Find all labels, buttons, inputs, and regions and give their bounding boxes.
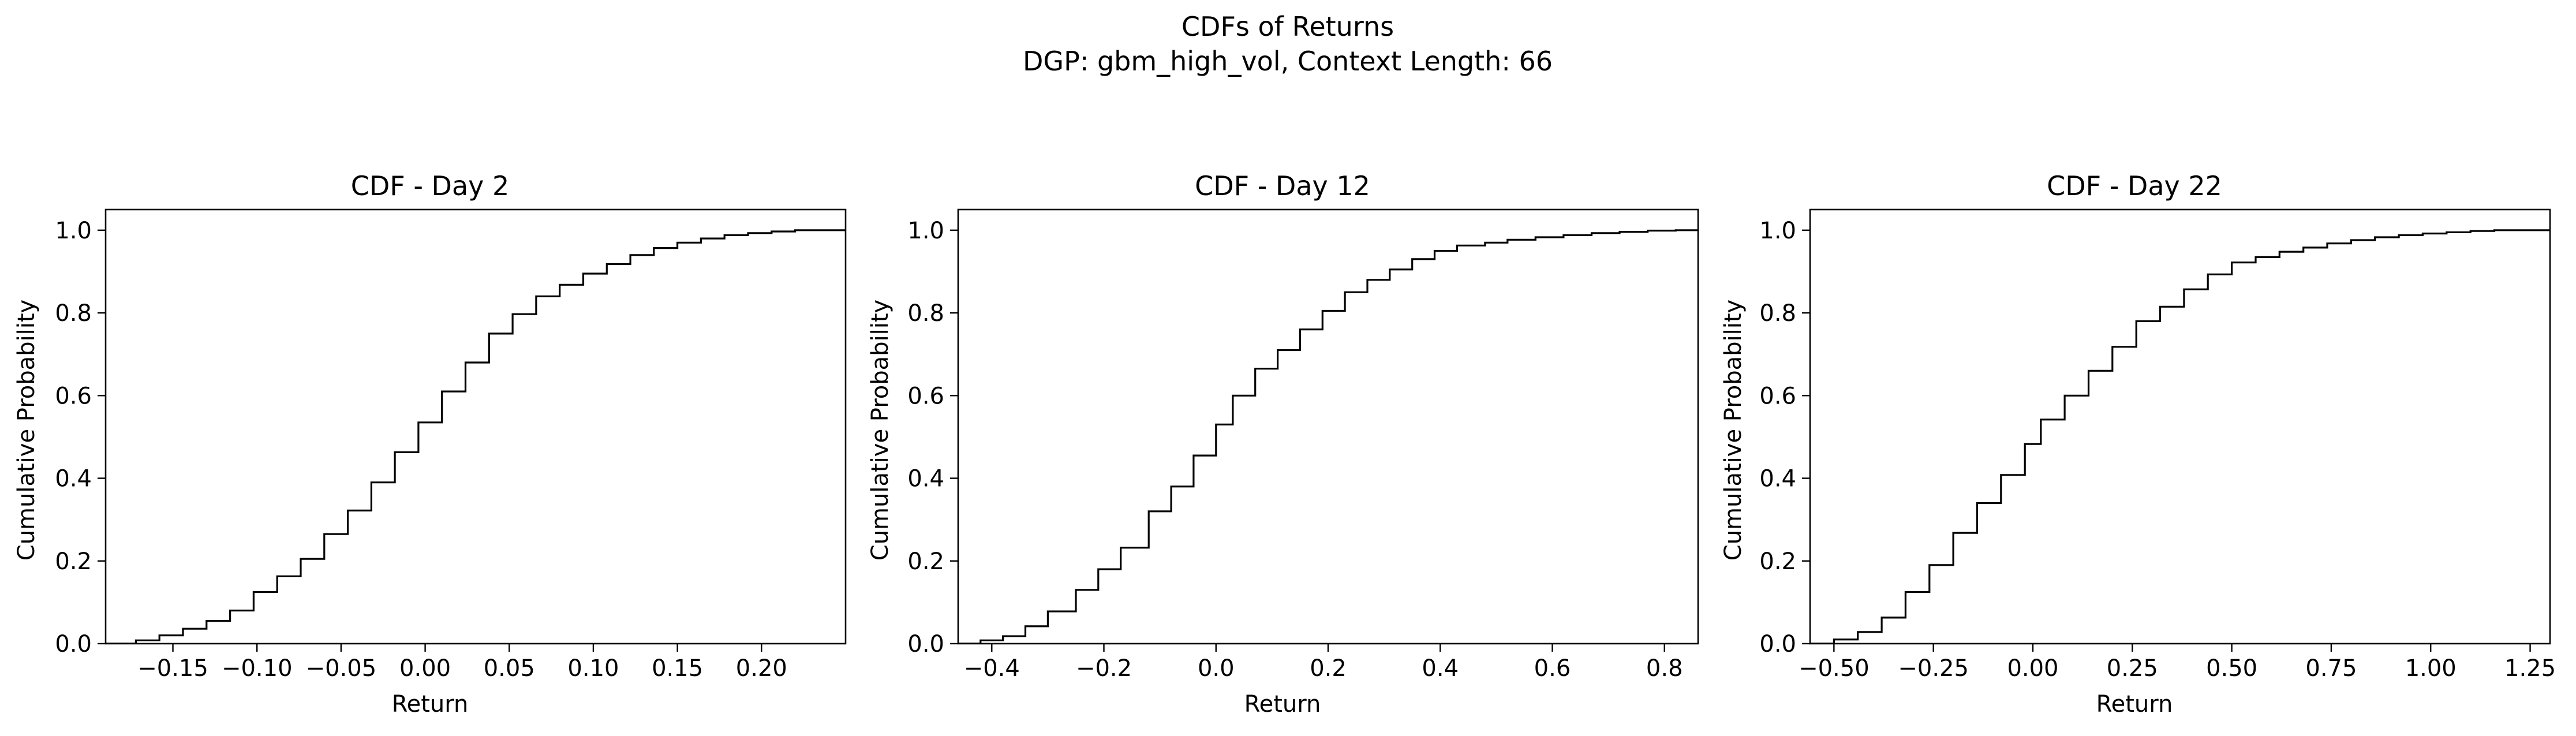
x-tick-label: 0.05 — [484, 655, 535, 682]
panel-title: CDF - Day 22 — [2047, 170, 2222, 201]
x-tick-label: 0.4 — [1422, 655, 1459, 682]
x-tick-label: 0.10 — [567, 655, 619, 682]
cdf-step-line — [106, 229, 846, 644]
plot-area: −0.4 −0.2 0.0 0.2 0.4 0.6 0.8 0.0 0.2 0.4 0.6 0.8 1.… — [907, 208, 1699, 682]
x-tick-label: −0.10 — [222, 655, 293, 682]
y-tick-label: 1.0 — [55, 218, 92, 244]
y-tick-label: 0.4 — [907, 466, 944, 492]
x-tick-label: 0.00 — [2007, 655, 2058, 682]
y-tick-label: 0.8 — [907, 300, 944, 327]
y-tick-label: 0.0 — [55, 631, 92, 657]
y-axis-label: Cumulative Probability — [13, 300, 40, 561]
y-tick-label: 1.0 — [1759, 218, 1796, 244]
x-tick-label: 1.25 — [2504, 655, 2556, 682]
y-tick-label: 0.0 — [907, 631, 944, 657]
x-tick-label: 0.20 — [736, 655, 787, 682]
y-tick-label: 0.2 — [55, 548, 92, 575]
plot-area: −0.50 −0.25 0.00 0.25 0.50 0.75 1.00 1.25 0.0 0.2… — [1759, 208, 2556, 682]
y-tick-label: 0.4 — [1759, 466, 1796, 492]
chart-panel-day-12: CDF - Day 12 −0.4 −0.2 0.0 0.2 0.4 0.6 0.8 0.0 0… — [867, 170, 1699, 718]
x-tick-label: −0.15 — [137, 655, 208, 682]
chart-panel-day-2: CDF - Day 2 −0.15 −0.10 −0.05 0.00 0.05 0.10 0… — [13, 170, 847, 718]
x-tick-label: 1.00 — [2405, 655, 2457, 682]
panel-title: CDF - Day 12 — [1195, 170, 1370, 201]
figure-title-line1: CDFs of Returns — [1182, 11, 1394, 42]
x-tick-label: −0.4 — [964, 655, 1020, 682]
y-tick-label: 0.8 — [1759, 300, 1796, 327]
plot-area: −0.15 −0.10 −0.05 0.00 0.05 0.10 0.15 0.20 0.0 0.… — [55, 208, 847, 682]
x-tick-label: −0.25 — [1898, 655, 1969, 682]
axes-frame — [1809, 208, 2551, 645]
y-tick-label: 0.6 — [1759, 383, 1796, 409]
y-tick-label: 0.8 — [55, 300, 92, 327]
y-tick-label: 0.2 — [1759, 548, 1796, 575]
y-tick-label: 1.0 — [907, 218, 944, 244]
x-axis-label: Return — [392, 691, 469, 718]
x-tick-label: 0.15 — [652, 655, 703, 682]
x-axis-label: Return — [1244, 691, 1321, 718]
y-tick-label: 0.6 — [55, 383, 92, 409]
x-tick-label: 0.8 — [1646, 655, 1683, 682]
x-tick-label: 0.50 — [2206, 655, 2257, 682]
cdf-step-line — [1810, 229, 2550, 644]
axes-frame — [104, 208, 847, 645]
x-tick-label: 0.75 — [2305, 655, 2357, 682]
y-tick-label: 0.2 — [907, 548, 944, 575]
cdf-step-line — [958, 229, 1698, 644]
figure-title-line2: DGP: gbm_high_vol, Context Length: 66 — [1023, 46, 1553, 77]
y-axis-label: Cumulative Probability — [867, 300, 893, 561]
x-tick-label: 0.6 — [1534, 655, 1571, 682]
y-tick-label: 0.6 — [907, 383, 944, 409]
x-tick-label: −0.50 — [1799, 655, 1870, 682]
x-tick-label: −0.2 — [1076, 655, 1132, 682]
x-tick-label: 0.0 — [1198, 655, 1235, 682]
chart-panel-day-22: CDF - Day 22 −0.50 −0.25 0.00 0.25 0.50 0.75 1… — [1720, 170, 2556, 718]
x-tick-label: 0.00 — [399, 655, 451, 682]
y-tick-label: 0.0 — [1759, 631, 1796, 657]
x-tick-label: −0.05 — [306, 655, 377, 682]
x-tick-label: 0.25 — [2107, 655, 2158, 682]
x-axis-label: Return — [2096, 691, 2173, 718]
y-tick-label: 0.4 — [55, 466, 92, 492]
panel-title: CDF - Day 2 — [351, 170, 510, 201]
x-tick-label: 0.2 — [1310, 655, 1347, 682]
y-axis-label: Cumulative Probability — [1720, 300, 1747, 561]
